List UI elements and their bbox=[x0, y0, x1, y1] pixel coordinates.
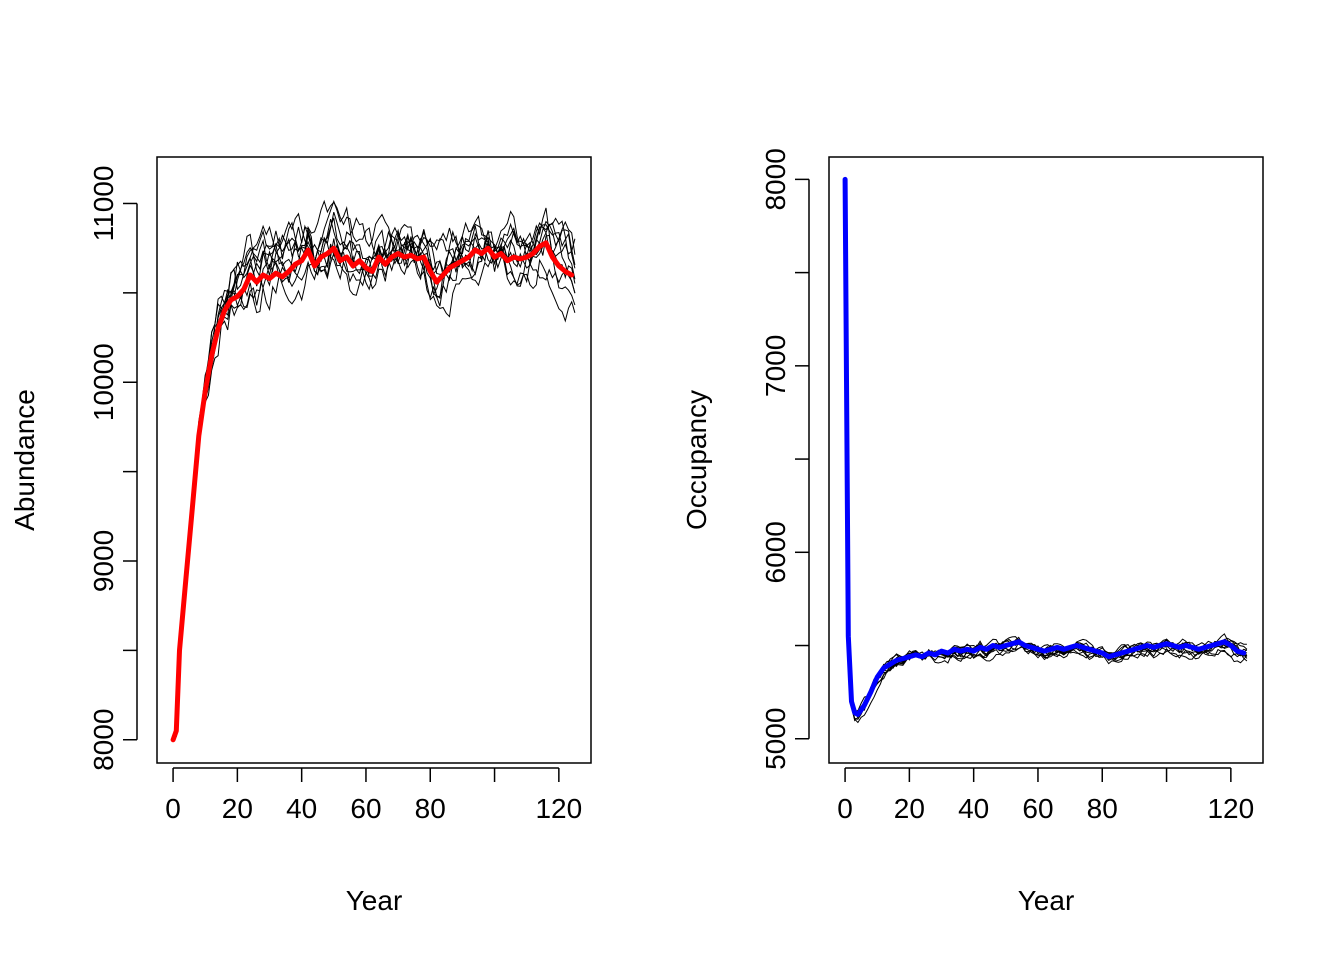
abundance-x-tick-label: 0 bbox=[165, 793, 181, 824]
abundance-y-axis: 8000 9000 10000 11000 bbox=[88, 166, 138, 771]
abundance-x-tick-label: 40 bbox=[286, 793, 317, 824]
abundance-replicate-line bbox=[172, 214, 576, 741]
occupancy-replicate-line bbox=[844, 179, 1248, 715]
occupancy-plot-frame bbox=[828, 156, 1264, 764]
abundance-x-tick-label: 120 bbox=[535, 793, 582, 824]
occupancy-y-tick-label: 5000 bbox=[760, 708, 791, 770]
occupancy-x-axis: 0 20 40 60 80 120 bbox=[837, 767, 1254, 824]
occupancy-replicate-line bbox=[844, 179, 1248, 720]
occupancy-y-axis-label: Occupancy bbox=[681, 390, 712, 530]
occupancy-replicate-line bbox=[844, 179, 1248, 719]
occupancy-mean-line bbox=[842, 176, 1247, 717]
abundance-x-axis: 0 20 40 60 80 120 bbox=[165, 767, 582, 824]
abundance-panel: 0 20 40 60 80 120 8000 9000 10000 11000 Year Abu… bbox=[9, 156, 592, 916]
occupancy-x-tick-label: 60 bbox=[1022, 793, 1053, 824]
abundance-mean-line-group bbox=[170, 240, 575, 743]
occupancy-replicate-line bbox=[844, 179, 1248, 722]
occupancy-panel: 0 20 40 60 80 120 5000 6000 7000 8000 Year Occup… bbox=[681, 148, 1264, 916]
abundance-replicate-line bbox=[172, 218, 576, 740]
occupancy-replicates bbox=[844, 179, 1248, 724]
occupancy-y-tick-label: 7000 bbox=[760, 335, 791, 397]
occupancy-x-tick-label: 80 bbox=[1087, 793, 1118, 824]
occupancy-mean-line-group bbox=[842, 176, 1247, 717]
occupancy-x-tick-label: 120 bbox=[1207, 793, 1254, 824]
occupancy-replicate-line bbox=[844, 179, 1248, 715]
occupancy-replicate-line bbox=[844, 179, 1248, 724]
occupancy-replicate-line bbox=[844, 179, 1248, 713]
abundance-y-tick-label: 9000 bbox=[88, 530, 119, 592]
abundance-replicate-line bbox=[172, 211, 576, 740]
abundance-mean-line bbox=[170, 240, 575, 743]
occupancy-x-tick-label: 0 bbox=[837, 793, 853, 824]
abundance-x-tick-label: 60 bbox=[350, 793, 381, 824]
occupancy-replicate-line bbox=[844, 179, 1247, 712]
abundance-replicates bbox=[172, 199, 576, 741]
occupancy-x-axis-label: Year bbox=[1018, 885, 1075, 916]
abundance-x-axis-label: Year bbox=[346, 885, 403, 916]
occupancy-x-tick-label: 20 bbox=[894, 793, 925, 824]
occupancy-x-tick-label: 40 bbox=[958, 793, 989, 824]
abundance-x-tick-label: 80 bbox=[415, 793, 446, 824]
abundance-y-tick-label: 10000 bbox=[88, 343, 119, 421]
abundance-plot-frame bbox=[156, 156, 592, 764]
abundance-y-tick-label: 8000 bbox=[88, 709, 119, 771]
occupancy-replicate-line bbox=[844, 179, 1248, 712]
occupancy-y-axis: 5000 6000 7000 8000 bbox=[760, 148, 810, 770]
occupancy-replicate-line bbox=[844, 179, 1248, 717]
occupancy-y-tick-label: 6000 bbox=[760, 521, 791, 583]
abundance-y-axis-label: Abundance bbox=[9, 389, 40, 531]
abundance-x-tick-label: 20 bbox=[222, 793, 253, 824]
occupancy-y-tick-label: 8000 bbox=[760, 148, 791, 210]
abundance-y-tick-label: 11000 bbox=[88, 166, 119, 242]
